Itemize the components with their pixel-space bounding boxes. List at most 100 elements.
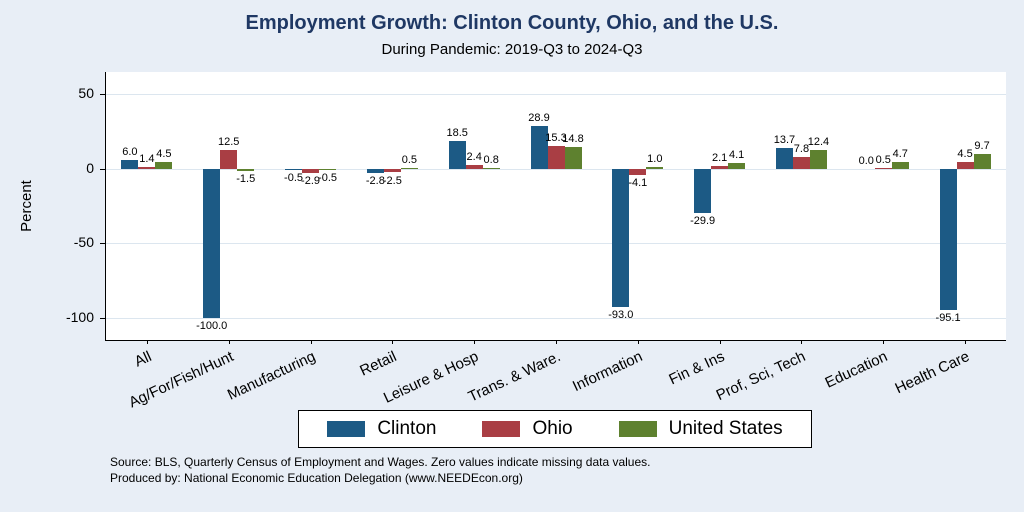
legend-swatch (327, 421, 366, 437)
bar-ohio (874, 168, 892, 169)
bar-value-label: 0.5 (875, 154, 891, 167)
bar-value-label: 0.0 (858, 154, 874, 167)
bar-value-label: 1.4 (139, 152, 155, 165)
bar-clinton (285, 168, 303, 170)
bar-ohio (792, 157, 810, 169)
bar-value-label: 1.0 (647, 153, 663, 166)
gridline (106, 243, 1006, 245)
bar-ohio (383, 168, 401, 173)
y-tick-mark (100, 317, 106, 319)
bar-value-label: 12.4 (807, 136, 830, 149)
x-tick-mark (392, 340, 394, 344)
bar-united-states (728, 162, 746, 169)
legend-box: Clinton Ohio United States (298, 410, 812, 448)
bar-ohio (465, 165, 483, 169)
bar-value-label: 15.3 (545, 131, 567, 144)
legend-label: Ohio (532, 418, 573, 439)
legend-label: United States (668, 418, 783, 439)
bar-ohio (547, 145, 565, 169)
bar-clinton (448, 141, 466, 169)
bar-ohio (711, 165, 729, 169)
bar-value-label: 2.1 (711, 151, 728, 164)
bar-value-label: 4.5 (957, 148, 973, 161)
x-tick-mark (310, 340, 312, 344)
bar-value-label: 4.1 (728, 148, 745, 161)
legend-swatch (618, 421, 657, 437)
bar-clinton (203, 168, 221, 318)
bar-united-states (319, 168, 337, 170)
y-tick-mark (100, 243, 106, 245)
bar-value-label: 4.7 (892, 147, 908, 160)
x-tick-mark (556, 340, 557, 344)
plot-area: 50 0 -50 -100 All 6.0 1.4 4.5 Ag/For/Fish/Hunt -1… (66, 72, 1006, 411)
bar-ohio (956, 162, 974, 169)
y-axis-label: Percent (18, 180, 35, 232)
x-tick-mark (883, 340, 885, 344)
bar-ohio (220, 150, 238, 169)
x-tick-mark (228, 340, 230, 344)
x-tick-mark (474, 340, 476, 344)
bar-value-label: 2.4 (466, 151, 482, 164)
bar-value-label: 0.8 (483, 153, 499, 166)
bar-value-label: 28.9 (528, 111, 550, 124)
bar-united-states (646, 167, 664, 169)
bar-united-states (809, 150, 827, 169)
chart-subtitle: During Pandemic: 2019-Q3 to 2024-Q3 (381, 41, 643, 58)
bar-clinton (694, 168, 712, 214)
gridline (106, 168, 1006, 170)
bar-value-label: -0.5 (318, 171, 338, 184)
bar-value-label: -2.9 (301, 175, 321, 188)
bar-value-label: 4.5 (156, 148, 172, 161)
bar-clinton (366, 168, 384, 173)
source-note: Source: BLS, Quarterly Census of Employm… (110, 455, 651, 469)
chart-title: Employment Growth: Clinton County, Ohio,… (245, 12, 779, 34)
bar-united-states (482, 167, 500, 169)
gridline (106, 94, 1006, 96)
legend-item: Clinton (327, 418, 436, 440)
bar-clinton (775, 148, 793, 169)
legend: Clinton Ohio United States (105, 410, 1005, 448)
bar-value-label: -1.5 (236, 173, 256, 185)
bar-value-label: -4.1 (628, 176, 648, 189)
bar-ohio (302, 168, 320, 174)
x-tick-mark (146, 340, 148, 344)
bar-value-label: 13.7 (773, 134, 796, 147)
legend-item: United States (618, 418, 783, 440)
legend-swatch (482, 421, 521, 437)
bar-value-label: -0.5 (284, 171, 304, 184)
bar-united-states (564, 146, 582, 169)
bar-united-states (237, 168, 255, 171)
bar-value-label: 7.8 (793, 143, 810, 156)
bar-value-label: 0.5 (401, 154, 417, 167)
y-tick-label: -100 (65, 308, 94, 325)
x-tick-mark (637, 340, 639, 344)
bar-clinton (939, 168, 957, 311)
bar-united-states (973, 154, 991, 169)
bar-value-label: 6.0 (122, 145, 138, 158)
footer-notes: Source: BLS, Quarterly Census of Employm… (110, 455, 650, 486)
legend-item: Ohio (482, 418, 573, 440)
bar-united-states (155, 162, 173, 169)
gridline (106, 317, 1006, 319)
bar-value-label: -2.8 (365, 174, 385, 187)
bar-value-label: -29.9 (690, 215, 716, 228)
bar-value-label: -100.0 (196, 319, 228, 332)
bar-value-label: 18.5 (446, 127, 468, 140)
y-tick-label: -50 (73, 234, 94, 251)
bar-ohio (138, 166, 156, 169)
bar-value-label: 14.8 (562, 132, 584, 145)
x-tick-mark (719, 340, 721, 344)
produced-note: Produced by: National Economic Education… (110, 470, 523, 485)
bar-value-label: 9.7 (974, 140, 990, 153)
x-tick-mark (965, 340, 967, 344)
bar-value-label: 12.5 (218, 136, 240, 149)
bar-clinton (612, 168, 630, 308)
bar-clinton (121, 159, 139, 169)
bar-clinton (530, 125, 548, 169)
bar-value-label: -2.5 (382, 174, 402, 187)
legend-label: Clinton (377, 418, 437, 439)
y-tick-label: 50 (78, 85, 94, 102)
x-tick-mark (801, 340, 803, 344)
bar-united-states (891, 161, 909, 169)
